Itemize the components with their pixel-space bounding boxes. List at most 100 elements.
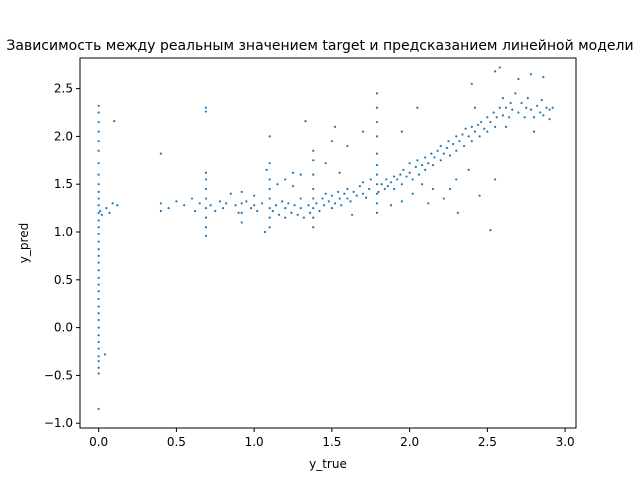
scatter-point <box>352 190 355 193</box>
scatter-point <box>229 192 232 195</box>
scatter-point <box>495 116 498 119</box>
scatter-point <box>420 163 424 167</box>
scatter-point <box>97 290 100 293</box>
scatter-point <box>193 209 197 213</box>
scatter-point <box>234 204 237 207</box>
scatter-point <box>400 200 403 203</box>
scatter-point <box>97 190 100 193</box>
scatter-point <box>424 156 427 159</box>
scatter-point <box>299 207 302 210</box>
scatter-point <box>268 226 271 229</box>
points-layer <box>97 66 554 410</box>
scatter-point <box>183 204 186 207</box>
scatter-point <box>355 194 358 197</box>
scatter-point <box>517 111 520 114</box>
scatter-point <box>431 163 435 167</box>
scatter-point <box>369 178 372 181</box>
scatter-point <box>214 209 217 213</box>
scatter-point <box>494 178 497 181</box>
x-tick-label: 2.0 <box>400 435 419 449</box>
scatter-point <box>494 70 497 73</box>
scatter-point <box>240 221 243 224</box>
scatter-point <box>204 216 208 219</box>
scatter-point <box>240 190 243 193</box>
scatter-point <box>204 226 208 229</box>
scatter-point <box>375 135 379 138</box>
scatter-point <box>97 366 100 369</box>
scatter-point <box>321 197 324 200</box>
scatter-point <box>324 162 327 165</box>
y-tick-label: 0.5 <box>54 273 73 287</box>
scatter-point <box>509 101 512 105</box>
scatter-point <box>514 92 517 95</box>
scatter-point <box>338 171 341 174</box>
scatter-point <box>103 353 106 356</box>
scatter-point <box>473 130 477 133</box>
scatter-point <box>190 197 194 200</box>
scatter-point <box>525 106 528 109</box>
scatter-point <box>204 197 208 200</box>
scatter-point <box>204 187 208 191</box>
x-ticks: 0.0 0.5 1.0 1.5 2.0 2.5 3.0 <box>89 428 575 449</box>
scatter-point <box>480 120 483 124</box>
scatter-point <box>268 135 271 138</box>
scatter-point <box>442 197 445 200</box>
scatter-point <box>377 190 380 193</box>
scatter-point <box>478 194 481 197</box>
scatter-point <box>204 207 208 210</box>
scatter-point <box>346 144 349 148</box>
scatter-point <box>420 183 424 186</box>
scatter-point <box>291 185 295 188</box>
scatter-point <box>452 142 455 146</box>
scatter-point <box>159 152 162 155</box>
scatter-point <box>338 197 341 200</box>
scatter-point <box>433 156 436 159</box>
x-tick-label: 3.0 <box>556 435 575 449</box>
scatter-point <box>517 77 520 81</box>
scatter-point <box>299 197 302 200</box>
scatter-point <box>462 144 466 148</box>
scatter-point <box>97 140 100 143</box>
scatter-point <box>483 127 486 130</box>
scatter-point <box>504 125 508 128</box>
scatter-point <box>386 185 389 188</box>
scatter-point <box>287 202 290 205</box>
y-tick-label: −0.5 <box>44 368 73 382</box>
scatter-point <box>108 211 111 214</box>
scatter-point <box>97 240 100 243</box>
scatter-point <box>461 133 464 136</box>
scatter-point <box>405 175 408 178</box>
scatter-point <box>375 211 379 214</box>
scatter-point <box>489 228 492 232</box>
x-tick-label: 2.5 <box>478 435 497 449</box>
scatter-point <box>268 207 271 210</box>
scatter-point <box>548 118 551 121</box>
scatter-point <box>318 209 321 213</box>
scatter-point <box>529 108 533 111</box>
scatter-point <box>240 202 243 205</box>
scatter-point <box>456 211 459 214</box>
scatter-point <box>439 159 442 162</box>
scatter-point <box>97 197 100 200</box>
y-tick-label: 1.0 <box>54 225 73 239</box>
scatter-point <box>97 297 100 301</box>
scatter-point <box>416 159 419 162</box>
scatter-point <box>204 110 208 113</box>
scatter-point <box>302 216 305 219</box>
scatter-point <box>97 120 100 124</box>
scatter-point <box>448 187 452 191</box>
scatter-point <box>364 196 368 199</box>
scatter-point <box>97 326 100 329</box>
scatter-point <box>375 163 379 167</box>
x-tick-label: 1.0 <box>245 435 264 449</box>
scatter-point <box>315 202 318 205</box>
scatter-point <box>361 181 365 184</box>
scatter-point <box>442 152 445 155</box>
scatter-point <box>489 120 492 124</box>
scatter-point <box>97 130 100 133</box>
x-axis-label: y_true <box>309 457 347 471</box>
scatter-point <box>284 207 287 210</box>
